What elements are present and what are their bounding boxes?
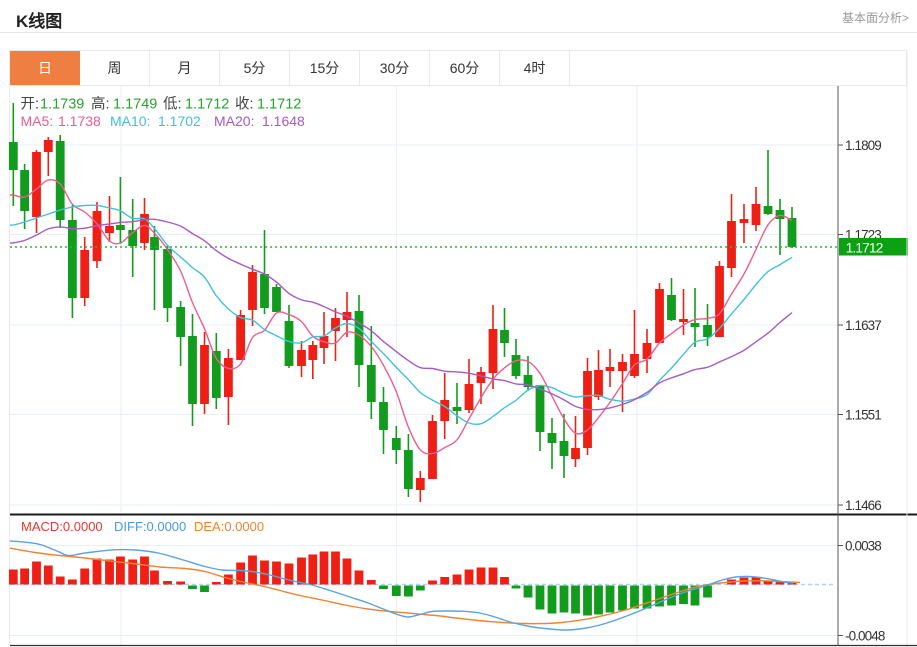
svg-text:1.1637: 1.1637 [845,318,881,333]
svg-text:1.1809: 1.1809 [845,138,881,153]
svg-text:1.1466: 1.1466 [845,498,881,513]
svg-text:1.1712: 1.1712 [846,240,884,256]
svg-text:0.0038: 0.0038 [845,539,881,554]
svg-text:-0.0048: -0.0048 [845,629,885,644]
svg-text:1.1551: 1.1551 [845,408,881,423]
